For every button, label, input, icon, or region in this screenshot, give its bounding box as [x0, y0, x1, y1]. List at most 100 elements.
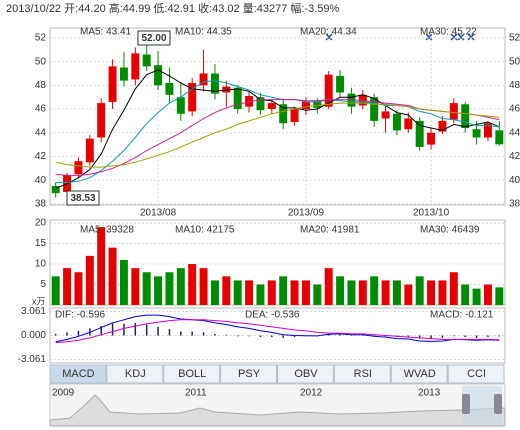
y-tick-label: 42: [35, 151, 47, 162]
volume-bar: [347, 280, 356, 305]
event-markers: [325, 33, 475, 41]
navigator-label: 2013: [418, 388, 441, 399]
annotation-box: [66, 190, 100, 206]
indicator-tab-label: PSY: [238, 368, 261, 380]
candle-body: [495, 130, 504, 145]
candle-body: [472, 129, 481, 138]
navigator-handle[interactable]: [494, 394, 502, 414]
indicator-tab[interactable]: [49, 364, 107, 384]
volume-bar: [324, 268, 333, 305]
annotation-box: [137, 30, 171, 46]
volume-bar: [199, 268, 208, 305]
navigator-label: 2012: [300, 388, 323, 399]
legend-entry: MA30: 46439: [420, 225, 480, 236]
y-tick-label: 38: [35, 198, 47, 209]
candle-body: [427, 132, 436, 145]
candle-body: [279, 104, 288, 124]
indicator-tab-label: KDJ: [125, 368, 146, 380]
indicator-tab[interactable]: [390, 364, 448, 384]
candle-body: [210, 73, 219, 94]
candle-body: [165, 82, 174, 95]
candle-body: [358, 94, 367, 106]
header: 2013/10/22 开:44.20 高:44.99 低:42.91 收:43.…: [6, 1, 339, 15]
y-tick-label-right: 42: [509, 151, 520, 162]
y-tick-label: 44: [35, 127, 47, 138]
y-tick-label: 0.000: [21, 330, 46, 341]
indicator-tab-label: BOLL: [178, 368, 206, 380]
volume-bar: [131, 268, 140, 305]
indicator-tab[interactable]: [447, 364, 505, 384]
indicator-line: [55, 69, 500, 189]
y-tick-label: 3.061: [21, 306, 46, 317]
indicator-line: [55, 319, 500, 344]
candle-body: [142, 54, 151, 67]
y-tick-label-right: 44: [509, 127, 520, 138]
volume-bar: [279, 276, 288, 305]
volume-bar: [154, 276, 163, 305]
candle-body: [324, 74, 333, 107]
candle-body: [51, 186, 60, 194]
indicator-tab[interactable]: [333, 364, 391, 384]
indicator-tab-label: MACD: [62, 368, 94, 380]
candle-body: [483, 123, 492, 138]
y-tick-label-right: 48: [509, 80, 520, 91]
candle-body: [256, 97, 265, 111]
y-tick-label: 5: [40, 279, 46, 290]
x-tick-label: 2013/09: [288, 208, 325, 219]
volume-bar: [392, 280, 401, 305]
legend-entry: MA10: 42175: [175, 225, 235, 236]
y-tick-label: 40: [35, 175, 47, 186]
indicator-tab[interactable]: [277, 364, 334, 384]
candle-body: [370, 97, 379, 121]
indicator-tab[interactable]: [106, 364, 164, 384]
volume-bar: [108, 247, 117, 305]
candle-body: [233, 87, 242, 110]
volume-bar: [381, 280, 390, 305]
candle-body: [301, 101, 310, 110]
volume-bar: [427, 280, 436, 305]
legend-entry: MACD: -0.121: [430, 310, 494, 321]
navigator-label: 2009: [52, 388, 75, 399]
volume-bar: [165, 272, 174, 305]
navigator-handle[interactable]: [462, 394, 470, 414]
indicator-line: [55, 314, 500, 343]
volume-bar: [51, 276, 60, 305]
candle-body: [188, 82, 197, 112]
indicator-tab-label: CCI: [467, 368, 486, 380]
y-tick-label: 20: [35, 218, 47, 229]
volume-bar: [358, 280, 367, 305]
volume-frame: [49, 219, 506, 306]
volume-bar: [142, 272, 151, 305]
volume-bar: [267, 280, 276, 305]
candle-body: [245, 96, 254, 107]
volume-bar: [449, 272, 458, 305]
volume-bar: [210, 280, 219, 305]
indicator-tab[interactable]: [163, 364, 221, 384]
volume-bar: [85, 255, 94, 305]
candle-body: [108, 66, 117, 102]
volume-bar: [415, 276, 424, 305]
volume-bar: [495, 287, 504, 305]
legend-entry: MA20: 41981: [300, 225, 360, 236]
y-tick-label-right: 46: [509, 104, 520, 115]
y-tick-label: 10: [35, 259, 47, 270]
legend-entry: MA20: 44.34: [300, 27, 357, 38]
volume-bar: [188, 264, 197, 305]
y-tick-label: 46: [35, 104, 47, 115]
y-tick-label-right: 40: [509, 175, 520, 186]
candle-body: [415, 120, 424, 147]
y-tick-label: 48: [35, 80, 47, 91]
candle-body: [131, 53, 140, 80]
candle-body: [404, 118, 413, 130]
candle-body: [392, 113, 401, 131]
volume-bar: [336, 276, 345, 305]
navigator-label: 2011: [185, 388, 207, 399]
candle-body: [119, 67, 128, 81]
x-tick-label: 2013/08: [140, 208, 177, 219]
legend-entry: MA5: 39328: [80, 225, 134, 236]
volume-bar: [233, 280, 242, 305]
annotation: 38.53: [70, 193, 95, 204]
indicator-tab[interactable]: [220, 364, 277, 384]
candle-body: [461, 104, 470, 128]
